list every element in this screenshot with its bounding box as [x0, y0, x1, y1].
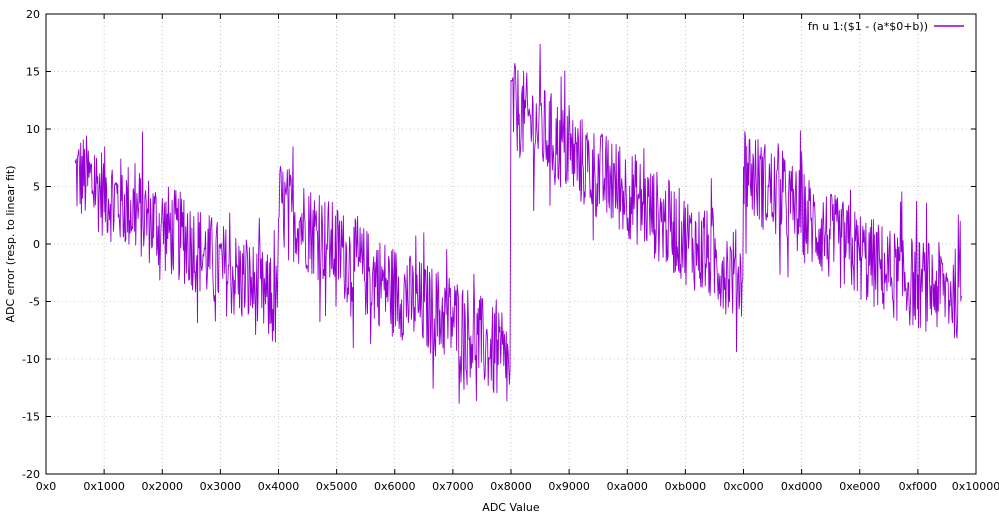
- x-tick-label: 0x0: [36, 480, 57, 493]
- legend: fn u 1:($1 - (a*$0+b)): [808, 20, 964, 33]
- x-tick-label: 0xe000: [839, 480, 880, 493]
- y-tick-label: -20: [22, 468, 40, 481]
- x-tick-label: 0x7000: [432, 480, 474, 493]
- x-tick-label: 0xb000: [665, 480, 707, 493]
- x-tick-label: 0x8000: [490, 480, 532, 493]
- ticks: 0x0 0x1000 0x2000 0x3000 0x4000 0x5000 0x6000 0…: [22, 8, 999, 493]
- y-tick-label: -5: [29, 296, 40, 309]
- y-axis-label: ADC error (resp. to linear fit): [4, 165, 17, 322]
- x-tick-label: 0xa000: [607, 480, 648, 493]
- y-tick-label: 5: [33, 181, 40, 194]
- x-axis-label: ADC Value: [482, 501, 540, 514]
- y-tick-label: -10: [22, 353, 40, 366]
- x-tick-label: 0x4000: [258, 480, 300, 493]
- x-tick-label: 0x9000: [548, 480, 590, 493]
- x-tick-label: 0x1000: [83, 480, 125, 493]
- y-tick-label: 20: [26, 8, 40, 21]
- x-tick-label: 0x10000: [952, 480, 999, 493]
- x-tick-label: 0x5000: [316, 480, 358, 493]
- y-tick-label: 10: [26, 123, 40, 136]
- x-tick-label: 0x2000: [141, 480, 183, 493]
- y-tick-label: 15: [26, 66, 40, 79]
- x-tick-label: 0xd000: [781, 480, 823, 493]
- x-tick-label: 0xc000: [723, 480, 763, 493]
- legend-label: fn u 1:($1 - (a*$0+b)): [808, 20, 928, 33]
- y-tick-label: -15: [22, 411, 40, 424]
- x-tick-label: 0xf000: [899, 480, 937, 493]
- series-line-0: [74, 43, 962, 404]
- series-layer: [74, 43, 962, 404]
- x-tick-label: 0x6000: [374, 480, 416, 493]
- y-tick-label: 0: [33, 238, 40, 251]
- x-tick-label: 0x3000: [200, 480, 242, 493]
